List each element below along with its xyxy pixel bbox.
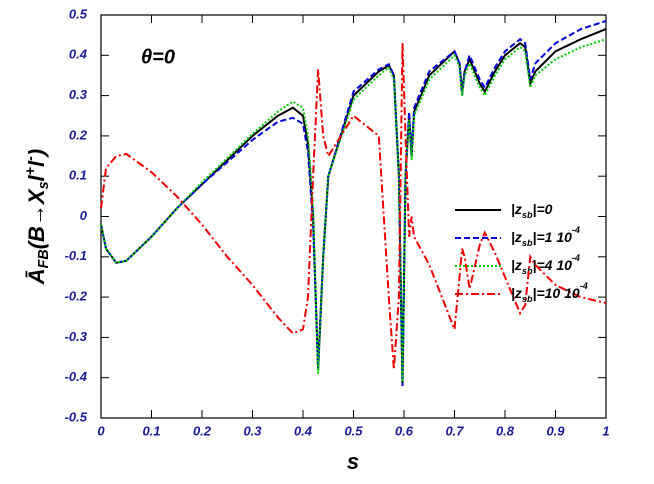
label-part: -4 (572, 253, 580, 263)
label-part: sb (522, 238, 533, 248)
label-part: l (24, 174, 49, 181)
y-tick-label: 0.3 (69, 87, 88, 102)
y-tick-label: 0.4 (69, 47, 88, 62)
label-part: |z (511, 257, 522, 273)
label-part: |=4 10 (533, 257, 573, 273)
y-tick-label: -0.1 (65, 248, 87, 263)
label-part: s (36, 181, 52, 189)
label-part: |=1 10 (533, 229, 573, 245)
x-tick-label: 0.9 (546, 423, 565, 438)
label-part: + (23, 166, 39, 175)
y-tick-label: 0.1 (69, 168, 87, 183)
x-tick-label: 0.3 (243, 423, 262, 438)
x-axis-label: s (347, 449, 359, 474)
label-part: (B→X (24, 188, 49, 249)
y-tick-label: -0.5 (65, 409, 88, 424)
x-tick-label: 0.4 (294, 423, 313, 438)
legend-label: |zsb|=10 10-4 (511, 281, 588, 304)
legend-label: |zsb|=4 10-4 (511, 253, 580, 276)
y-axis-label: ĀFB(B→Xsl+l-) (23, 149, 52, 286)
label-part: |z (511, 285, 522, 301)
label-part: |z (511, 201, 522, 217)
y-tick-label: 0 (80, 208, 88, 223)
y-tick-label: -0.3 (65, 329, 88, 344)
series-line (100, 20, 607, 386)
label-part: -4 (572, 225, 580, 235)
y-tick-label: -0.4 (65, 369, 88, 384)
label-part: |=0 (533, 201, 553, 217)
y-tick-label: -0.2 (65, 289, 88, 304)
x-tick-label: 0.5 (344, 423, 363, 438)
series-line (100, 38, 607, 382)
x-tick-label: 0 (97, 423, 105, 438)
label-part: FB (36, 249, 52, 268)
label-part: sb (522, 294, 533, 304)
legend-label: |zsb|=0 (511, 201, 553, 221)
legend-label: |zsb|=1 10-4 (511, 225, 580, 248)
label-part: - (23, 156, 39, 161)
label-part: |=10 10 (533, 285, 580, 301)
x-tick-label: 1 (602, 423, 609, 438)
label-part: Ā (24, 268, 49, 285)
x-tick-label: 0.6 (395, 423, 414, 438)
label-part: l (24, 160, 49, 167)
series-line (100, 43, 607, 370)
label-part: -4 (580, 281, 588, 291)
x-tick-label: 0.1 (142, 423, 160, 438)
x-tick-label: 0.8 (496, 423, 515, 438)
annotation: θ=0 (141, 46, 175, 68)
label-part: sb (522, 210, 533, 220)
x-tick-label: 0.7 (445, 423, 464, 438)
y-tick-label: 0.2 (69, 127, 88, 142)
x-tick-label: 0.2 (193, 423, 212, 438)
label-part: sb (522, 266, 533, 276)
label-part: ) (24, 149, 49, 158)
y-tick-label: 0.5 (69, 6, 88, 21)
series-line (100, 28, 607, 386)
label-part: |z (511, 229, 522, 245)
